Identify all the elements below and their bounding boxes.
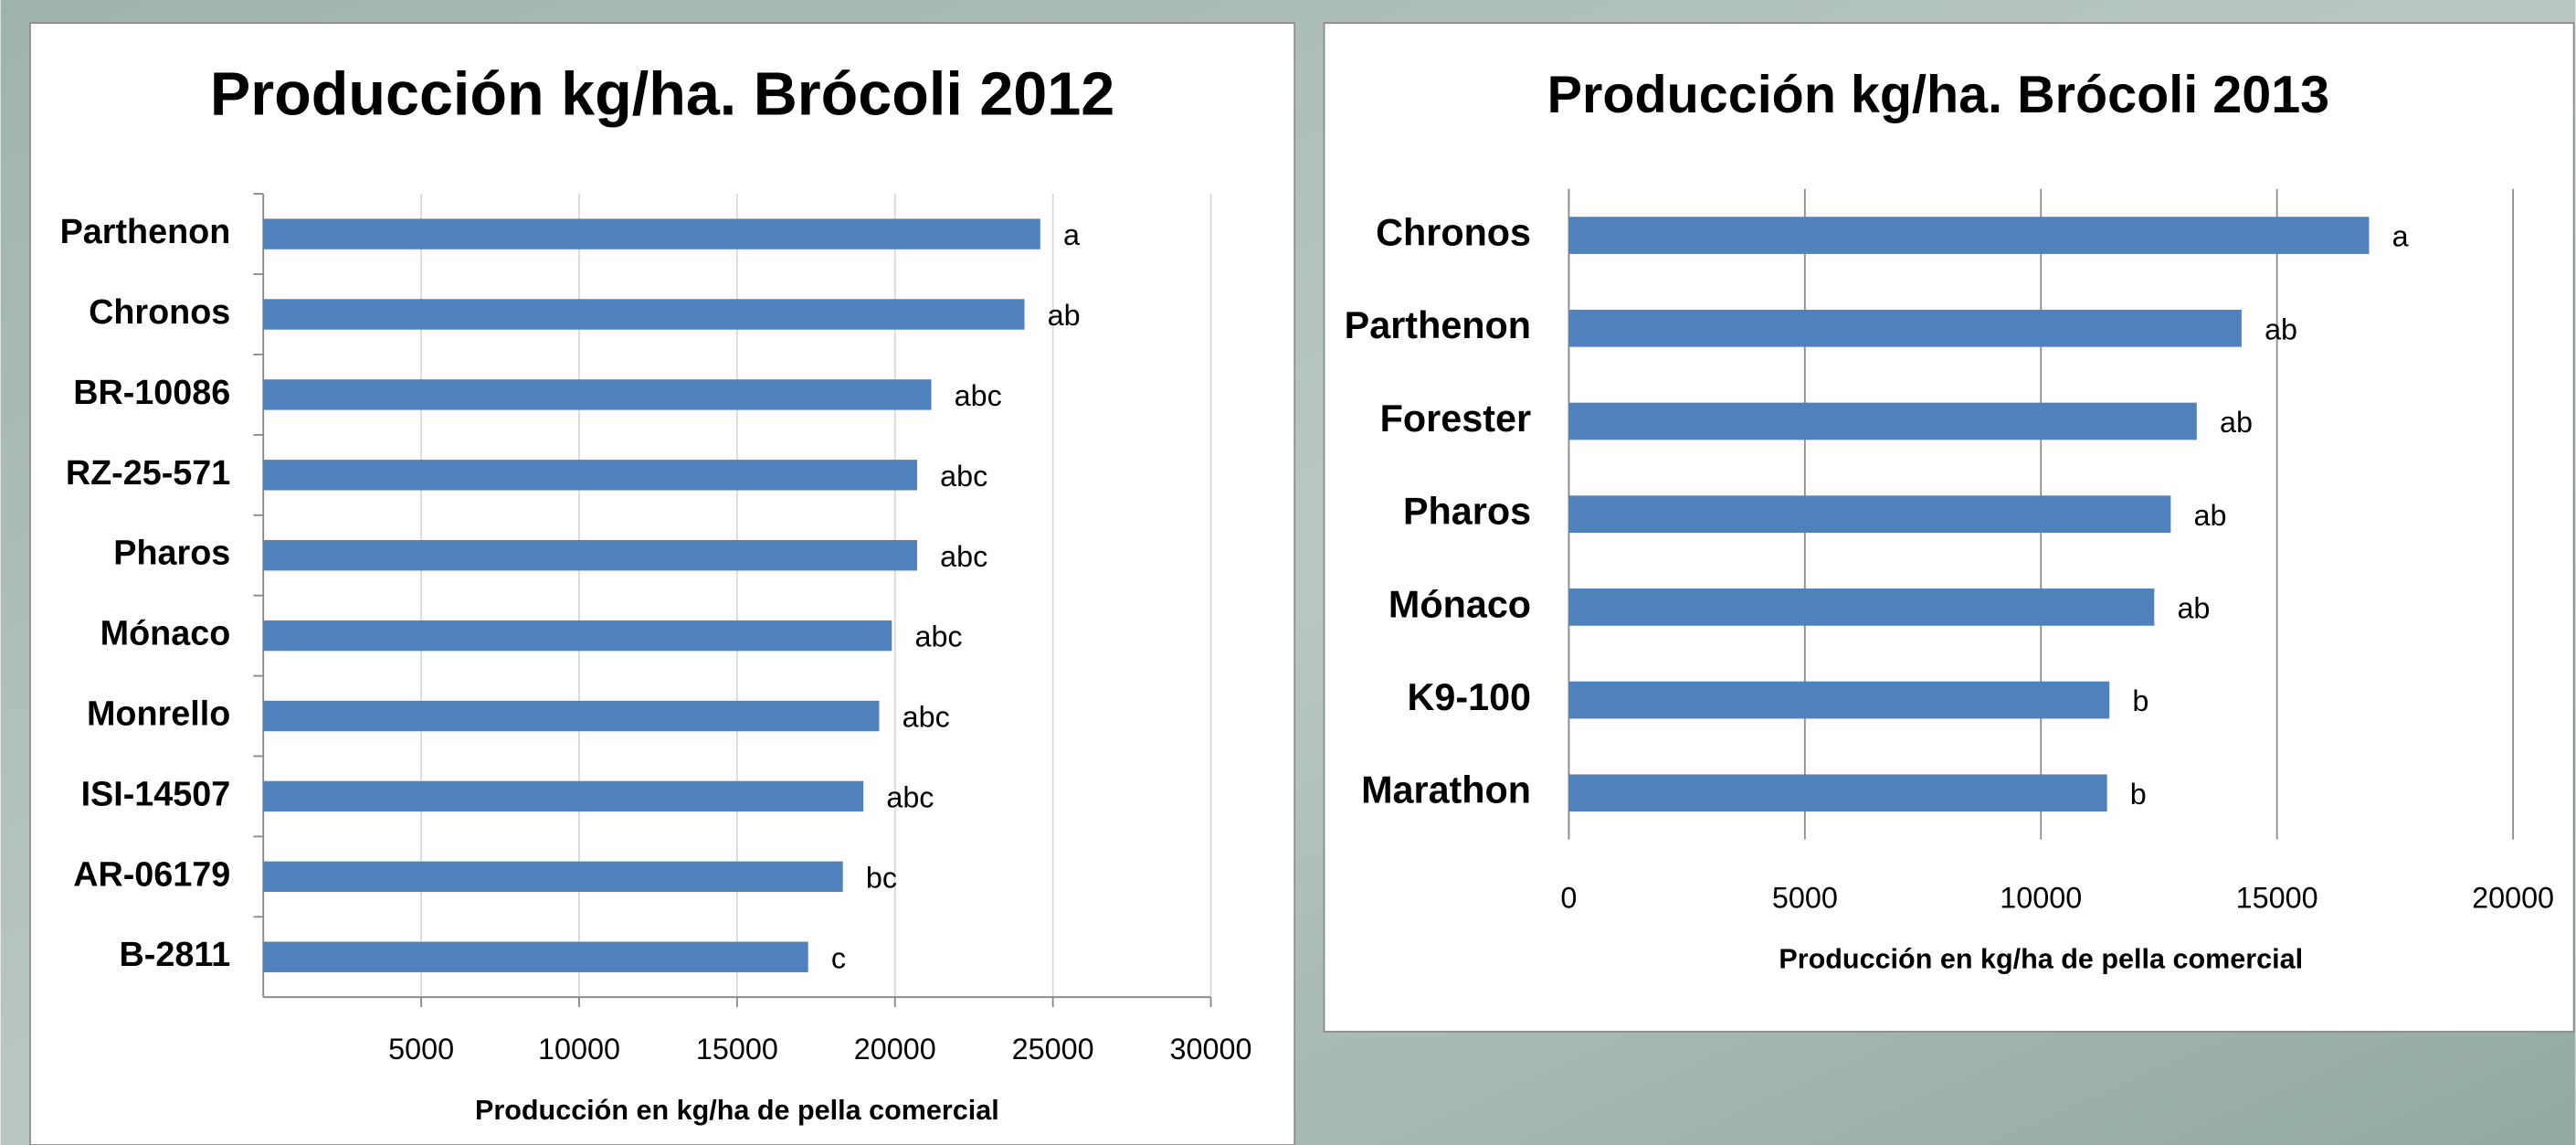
- bar: [263, 781, 863, 811]
- x-tick-label: 5000: [1772, 882, 1838, 915]
- y-tick-label: Mónaco: [100, 614, 231, 652]
- x-tick-label: 5000: [388, 1033, 454, 1065]
- bar: [1568, 682, 2109, 719]
- bar: [1568, 217, 2369, 254]
- x-tick-label: 15000: [696, 1033, 778, 1065]
- bar: [263, 218, 1040, 249]
- annotation: ab: [2265, 313, 2297, 345]
- page: {"chart_data": [ {"type": "hbar", "title…: [0, 0, 2576, 1145]
- y-tick-label: AR-06179: [73, 854, 230, 893]
- y-tick-label: RZ-25-571: [66, 453, 230, 492]
- y-tick-label: Pharos: [1403, 491, 1531, 533]
- bar: [1568, 588, 2154, 626]
- annotation: ab: [2194, 499, 2227, 532]
- y-tick-label: BR-10086: [73, 373, 230, 411]
- annotation: abc: [940, 540, 987, 573]
- bar: [263, 299, 1024, 329]
- bar: [263, 460, 917, 490]
- y-tick-label: Mónaco: [1388, 583, 1531, 625]
- bar: [263, 540, 917, 570]
- x-tick-label: 20000: [2472, 882, 2554, 915]
- y-tick-label: Marathon: [1361, 769, 1531, 811]
- annotation: a: [2392, 220, 2409, 253]
- annotation: ab: [2220, 406, 2253, 439]
- x-tick-label: 20000: [854, 1033, 936, 1065]
- bar: [1568, 495, 2170, 533]
- chart-panel: [30, 23, 1294, 1145]
- y-tick-label: Forester: [1380, 398, 1531, 440]
- annotation: c: [831, 941, 846, 974]
- bar: [1568, 310, 2241, 347]
- bar: [263, 701, 879, 731]
- y-tick-label: Monrello: [87, 694, 230, 732]
- bar: [263, 862, 842, 892]
- y-tick-label: Parthenon: [60, 212, 231, 250]
- chart: Producción kg/ha. Brócoli 2012 5000 10000 1…: [0, 0, 2576, 1145]
- x-tick-label: 30000: [1170, 1033, 1252, 1065]
- x-axis-title: Producción en kg/ha de pella comercial: [475, 1095, 999, 1126]
- annotation: abc: [940, 460, 987, 493]
- annotation: a: [1063, 218, 1080, 251]
- y-tick-label: ISI-14507: [81, 774, 231, 812]
- x-tick-label: 15000: [2236, 882, 2318, 915]
- bar: [1568, 403, 2196, 440]
- annotation: b: [2132, 684, 2148, 717]
- y-tick-label: Chronos: [89, 292, 230, 331]
- bar: [263, 620, 892, 651]
- chart-title: Producción kg/ha. Brócoli 2013: [1547, 66, 2330, 124]
- y-tick-label: K9-100: [1407, 676, 1531, 718]
- annotation: bc: [866, 861, 897, 894]
- annotation: ab: [1048, 299, 1081, 332]
- annotation: ab: [2177, 592, 2210, 625]
- annotation: abc: [914, 620, 962, 653]
- x-tick-label: 0: [1560, 882, 1577, 915]
- annotation: b: [2130, 778, 2147, 811]
- y-tick-label: Chronos: [1376, 212, 1531, 254]
- x-tick-label: 10000: [2000, 882, 2082, 915]
- y-tick-label: B-2811: [120, 935, 231, 973]
- annotation: abc: [955, 379, 1002, 412]
- chart-title: Producción kg/ha. Brócoli 2012: [210, 60, 1114, 128]
- annotation: abc: [903, 701, 950, 734]
- bar: [1568, 774, 2106, 811]
- x-axis-title: Producción en kg/ha de pella comercial: [1779, 944, 2303, 975]
- y-tick-label: Parthenon: [1345, 304, 1531, 346]
- annotation: abc: [886, 781, 934, 814]
- x-tick-label: 10000: [538, 1033, 620, 1065]
- x-tick-label: 25000: [1012, 1033, 1094, 1065]
- y-tick-label: Pharos: [113, 534, 230, 572]
- bar: [263, 942, 808, 972]
- bar: [263, 379, 931, 409]
